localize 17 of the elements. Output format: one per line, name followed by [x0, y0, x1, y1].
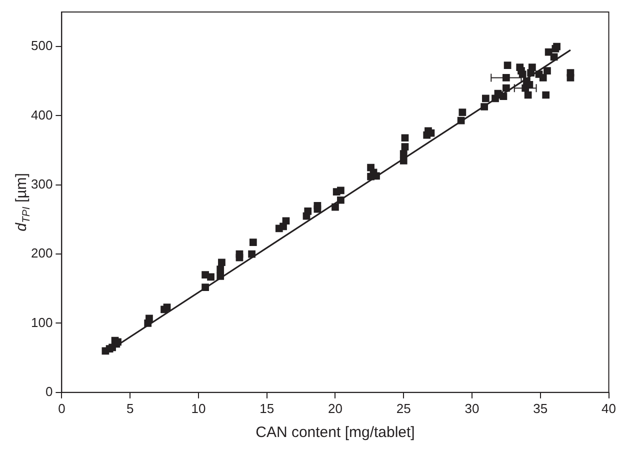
y-tick-label: 200 — [30, 246, 53, 261]
x-tick-label: 10 — [191, 400, 206, 416]
x-tick-label: 35 — [533, 400, 548, 416]
x-tick-label: 20 — [328, 400, 342, 416]
y-tick-label: 100 — [30, 314, 53, 330]
y-tick-label: 0 — [45, 384, 53, 399]
x-tick-label: 30 — [464, 400, 480, 416]
y-tick-label: 400 — [30, 107, 53, 122]
x-tick-label: 40 — [602, 400, 616, 416]
x-tick-label: 25 — [396, 400, 411, 416]
x-tick-label: 15 — [260, 400, 274, 416]
x-axis-title: CAN content [mg/tablet] — [256, 424, 415, 442]
x-tick-label: 5 — [126, 400, 134, 416]
y-tick-label: 300 — [30, 176, 53, 192]
y-tick-label: 500 — [30, 38, 53, 54]
x-tick-label: 0 — [58, 400, 66, 416]
y-axis-title: dTPI [µm] — [13, 173, 32, 232]
